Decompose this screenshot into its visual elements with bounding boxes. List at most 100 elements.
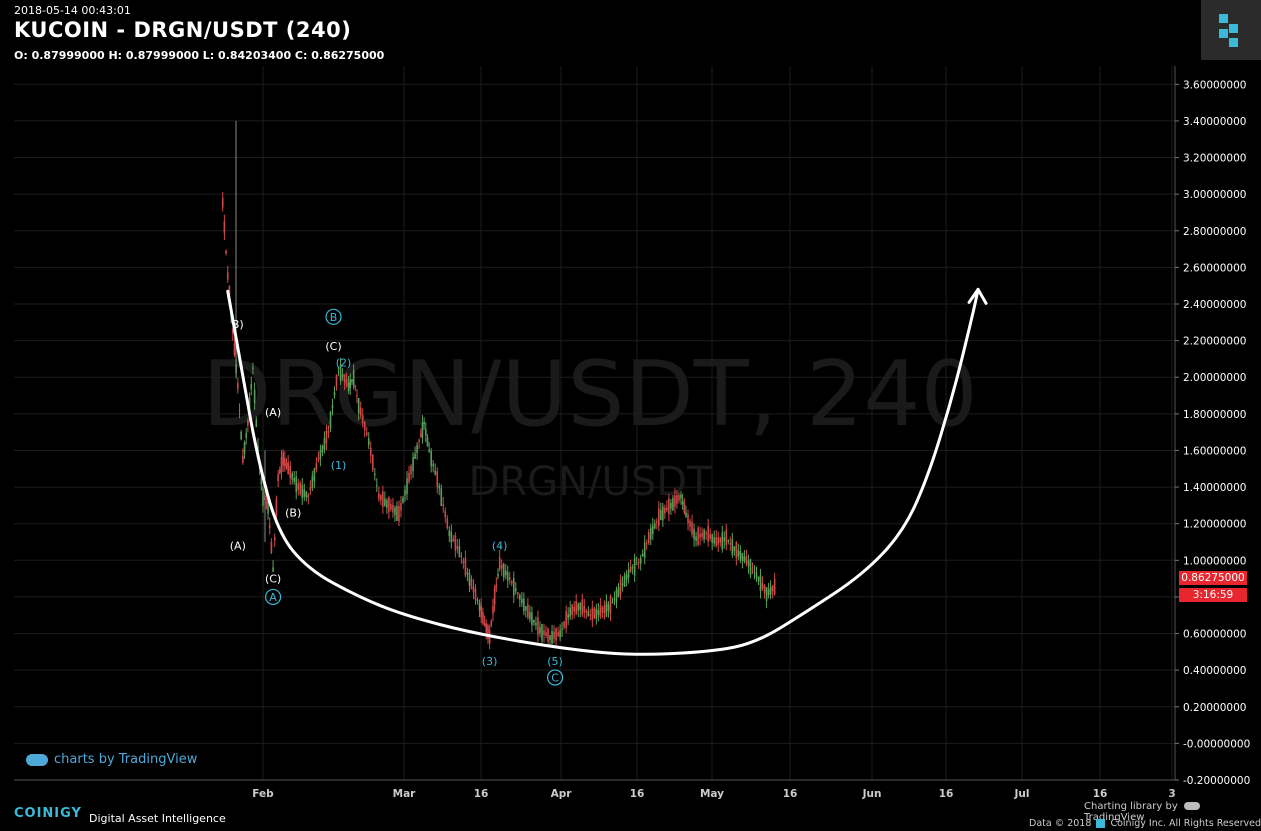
tradingview-credit: TradingView [1084, 812, 1145, 823]
x-tick-label: Jun [862, 788, 882, 800]
candle-body [468, 572, 471, 586]
last-price-tag: 0.86275000 [1179, 571, 1247, 585]
candle-body [605, 601, 608, 617]
candle-body [311, 476, 314, 489]
candle-body [681, 500, 684, 505]
candle-body [662, 506, 664, 521]
candle-body [539, 627, 541, 634]
candle-body [454, 535, 457, 551]
candle-body [695, 536, 697, 541]
watermark-small: DRGN/USDT [469, 459, 712, 505]
candle-body [444, 511, 447, 518]
candle-body [295, 476, 298, 493]
candle-body [382, 491, 384, 507]
candle-body [357, 397, 360, 414]
candle-body [359, 407, 362, 416]
charting-library-credit[interactable]: Charting library by TradingView [1084, 801, 1261, 823]
y-tick-label: 2.80000000 [1183, 226, 1246, 238]
candle-body [717, 536, 720, 545]
candle-body [705, 532, 707, 534]
candle-body [400, 503, 402, 511]
candle-body [262, 488, 264, 506]
candle-body [384, 498, 386, 506]
candle-body [593, 608, 596, 618]
y-tick-label: 1.80000000 [1183, 409, 1246, 421]
candle-body [670, 502, 672, 509]
coinigy-logo-icon[interactable] [1201, 0, 1261, 60]
x-tick-label: May [700, 788, 724, 800]
wave-label: (B) [285, 507, 301, 520]
candle-body [641, 553, 644, 557]
candle-body [685, 512, 687, 517]
candle-body [514, 588, 517, 592]
candle-body [225, 250, 227, 254]
countdown-tag: 3:16:59 [1179, 588, 1247, 602]
candle-body [543, 630, 545, 635]
candle-body [378, 493, 380, 499]
candle-body [747, 560, 750, 567]
x-tick-label: Mar [393, 788, 417, 800]
candle-body [587, 610, 590, 617]
candle-body [414, 453, 416, 459]
candle-body [603, 605, 606, 613]
coinigy-brand[interactable]: COINIGY [14, 806, 82, 821]
candle-body [617, 587, 620, 597]
candle-body [329, 411, 332, 429]
x-tick-label: Jul [1014, 788, 1030, 800]
candle-body [519, 594, 521, 600]
candle-body [537, 617, 539, 635]
candle-body [351, 379, 353, 382]
candle-body [711, 534, 713, 543]
candle-body [273, 537, 276, 541]
candle-body [737, 550, 740, 557]
candle-body [521, 598, 523, 603]
candle-body [440, 488, 443, 507]
candle-body [581, 599, 584, 615]
candle-body [693, 528, 695, 540]
candle-body [729, 543, 732, 545]
candle-body [607, 604, 610, 612]
candle-body [678, 494, 680, 501]
projection-curve [226, 287, 980, 656]
candle-body [510, 581, 513, 584]
candle-body [625, 574, 628, 580]
candle-body [707, 525, 709, 542]
y-tick-label: 3.20000000 [1183, 153, 1246, 165]
wave-label: B) [232, 318, 244, 331]
candle-body [297, 483, 300, 490]
candle-body [233, 343, 236, 356]
candle-body [571, 604, 573, 616]
candle-body [253, 389, 256, 404]
candle-body [331, 405, 334, 409]
candle-body [432, 464, 435, 467]
candle-body [715, 537, 718, 546]
candle-body [301, 485, 304, 498]
candle-body [755, 572, 758, 578]
chart-title: KUCOIN - DRGN/USDT (240) [14, 18, 352, 42]
candle-body [392, 504, 394, 513]
candle-body [492, 605, 494, 615]
candle-body [307, 494, 310, 498]
candle-body [629, 566, 632, 572]
candle-body [317, 458, 320, 461]
candle-body [613, 598, 616, 600]
candle-body [345, 378, 348, 386]
candle-body [426, 437, 429, 447]
candle-body [483, 622, 486, 626]
x-tick-label: Apr [551, 788, 573, 800]
candle-body [723, 537, 726, 542]
candle-body [223, 221, 226, 233]
candle-body [508, 577, 511, 580]
candle-body [531, 612, 533, 626]
tradingview-link[interactable]: charts by TradingView [26, 752, 197, 767]
candle-body [525, 606, 527, 611]
candle-body [757, 576, 760, 582]
candle-body [535, 622, 537, 626]
candle-body [639, 557, 642, 564]
candle-body [773, 578, 776, 595]
candle-body [771, 585, 774, 592]
candle-body [721, 532, 724, 549]
candle-body [380, 495, 382, 501]
candle-body [240, 431, 242, 440]
